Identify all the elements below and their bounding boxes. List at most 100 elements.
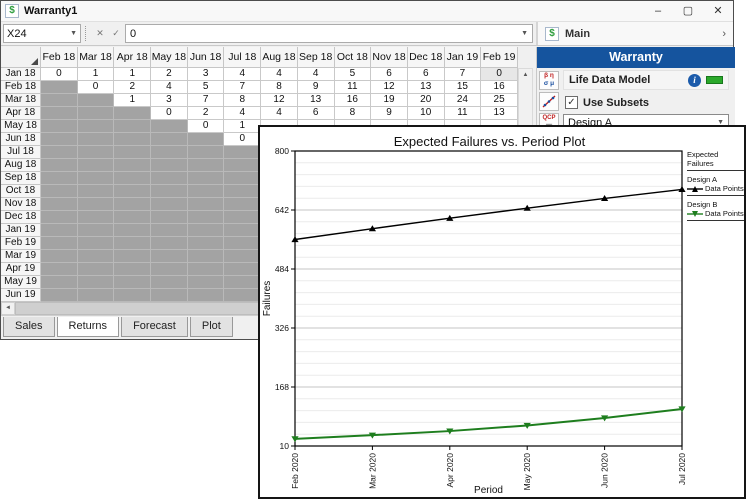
grid-row-header[interactable]: Feb 19 — [1, 237, 41, 250]
grid-cell[interactable] — [114, 172, 152, 185]
sheet-tab-forecast[interactable]: Forecast — [121, 317, 188, 337]
sheet-tab-sales[interactable]: Sales — [3, 317, 55, 337]
grid-cell[interactable] — [77, 120, 115, 133]
grid-cell[interactable] — [224, 172, 262, 185]
grid-cell[interactable]: 0 — [77, 81, 115, 94]
grid-cell[interactable]: 6 — [407, 68, 445, 81]
grid-cell[interactable]: 8 — [334, 107, 372, 120]
grid-column-header[interactable]: Sep 18 — [297, 47, 335, 68]
grid-cell[interactable] — [224, 211, 262, 224]
grid-cell[interactable] — [187, 172, 225, 185]
grid-column-header[interactable]: Mar 18 — [77, 47, 115, 68]
grid-cell[interactable] — [224, 146, 262, 159]
grid-cell[interactable] — [77, 263, 115, 276]
grid-cell[interactable] — [77, 107, 115, 120]
grid-cell[interactable]: 3 — [187, 68, 225, 81]
grid-column-header[interactable]: Apr 18 — [114, 47, 152, 68]
grid-cell[interactable] — [187, 276, 225, 289]
grid-cell[interactable] — [151, 159, 188, 172]
grid-cell[interactable] — [114, 107, 152, 120]
grid-cell[interactable]: 8 — [224, 94, 262, 107]
grid-cell[interactable] — [41, 133, 78, 146]
grid-cell[interactable]: 7 — [187, 94, 225, 107]
grid-cell[interactable] — [151, 211, 188, 224]
chevron-right-icon[interactable]: › — [722, 27, 726, 40]
grid-cell[interactable]: 6 — [297, 107, 335, 120]
grid-row-header[interactable]: Jun 19 — [1, 289, 41, 302]
formula-input[interactable]: 0 ▼ — [125, 24, 533, 43]
grid-cell[interactable] — [41, 146, 78, 159]
grid-cell[interactable]: 0 — [224, 133, 262, 146]
grid-cell[interactable]: 9 — [297, 81, 335, 94]
grid-cell[interactable] — [187, 185, 225, 198]
grid-cell[interactable] — [151, 224, 188, 237]
grid-cell[interactable] — [114, 146, 152, 159]
grid-column-header[interactable]: Aug 18 — [261, 47, 298, 68]
grid-cell[interactable] — [114, 211, 152, 224]
grid-row-header[interactable]: Mar 19 — [1, 250, 41, 263]
grid-cell[interactable] — [41, 185, 78, 198]
grid-row-header[interactable]: Jan 18 — [1, 68, 41, 81]
grid-cell[interactable]: 10 — [407, 107, 445, 120]
grid-column-header[interactable]: Dec 18 — [407, 47, 445, 68]
grid-cell[interactable]: 4 — [224, 68, 262, 81]
grid-cell[interactable] — [77, 172, 115, 185]
grid-cell[interactable] — [77, 289, 115, 302]
probability-plot-icon[interactable] — [539, 92, 559, 111]
grid-cell[interactable] — [114, 250, 152, 263]
grid-cell[interactable] — [187, 289, 225, 302]
grid-cell[interactable] — [224, 250, 262, 263]
grid-cell[interactable]: 0 — [481, 68, 518, 81]
maximize-button[interactable]: ▢ — [682, 5, 694, 17]
cell-ref-dropdown-icon[interactable]: ▼ — [70, 30, 77, 37]
grid-cell[interactable]: 12 — [371, 81, 408, 94]
grid-cell[interactable] — [41, 94, 78, 107]
grid-cell[interactable]: 5 — [187, 81, 225, 94]
grid-column-header[interactable]: Jan 19 — [444, 47, 482, 68]
grid-row-header[interactable]: Mar 18 — [1, 94, 41, 107]
grid-cell[interactable] — [114, 224, 152, 237]
grid-cell[interactable]: 7 — [444, 68, 482, 81]
grid-cell[interactable] — [77, 224, 115, 237]
grid-cell[interactable] — [224, 276, 262, 289]
grid-cell[interactable] — [224, 263, 262, 276]
grid-cell[interactable]: 13 — [407, 81, 445, 94]
grid-cell[interactable] — [41, 250, 78, 263]
grid-cell[interactable] — [151, 185, 188, 198]
cell-reference-box[interactable]: X24 ▼ — [3, 24, 81, 43]
grid-cell[interactable] — [41, 211, 78, 224]
grid-cell[interactable] — [151, 250, 188, 263]
grid-cell[interactable] — [114, 120, 152, 133]
grid-cell[interactable]: 2 — [151, 68, 188, 81]
grid-row-header[interactable]: May 19 — [1, 276, 41, 289]
grid-cell[interactable]: 25 — [481, 94, 518, 107]
grid-cell[interactable] — [151, 172, 188, 185]
grid-cell[interactable] — [77, 237, 115, 250]
grid-cell[interactable]: 1 — [114, 68, 152, 81]
grid-cell[interactable]: 1 — [114, 94, 152, 107]
grid-cell[interactable] — [187, 263, 225, 276]
close-button[interactable]: ✕ — [713, 5, 723, 17]
sheet-tab-returns[interactable]: Returns — [56, 317, 120, 337]
scroll-left-icon[interactable]: ◄ — [1, 302, 15, 315]
grid-row-header[interactable]: May 18 — [1, 120, 41, 133]
grid-cell[interactable]: 4 — [297, 68, 335, 81]
grid-cell[interactable]: 11 — [444, 107, 482, 120]
grid-cell[interactable] — [41, 198, 78, 211]
grid-cell[interactable]: 20 — [407, 94, 445, 107]
grid-cell[interactable]: 15 — [444, 81, 482, 94]
grid-cell[interactable] — [151, 146, 188, 159]
grid-row-header[interactable]: Jan 19 — [1, 224, 41, 237]
grid-cell[interactable] — [41, 276, 78, 289]
grid-cell[interactable] — [187, 159, 225, 172]
grid-cell[interactable] — [77, 250, 115, 263]
grid-cell[interactable] — [224, 159, 262, 172]
grid-cell[interactable] — [41, 224, 78, 237]
grid-cell[interactable] — [187, 146, 225, 159]
grid-cell[interactable]: 24 — [444, 94, 482, 107]
grid-column-header[interactable]: Jul 18 — [224, 47, 262, 68]
grid-cell[interactable]: 4 — [261, 68, 298, 81]
grid-cell[interactable]: 1 — [224, 120, 262, 133]
grid-row-header[interactable]: Sep 18 — [1, 172, 41, 185]
grid-column-header[interactable]: Oct 18 — [334, 47, 372, 68]
